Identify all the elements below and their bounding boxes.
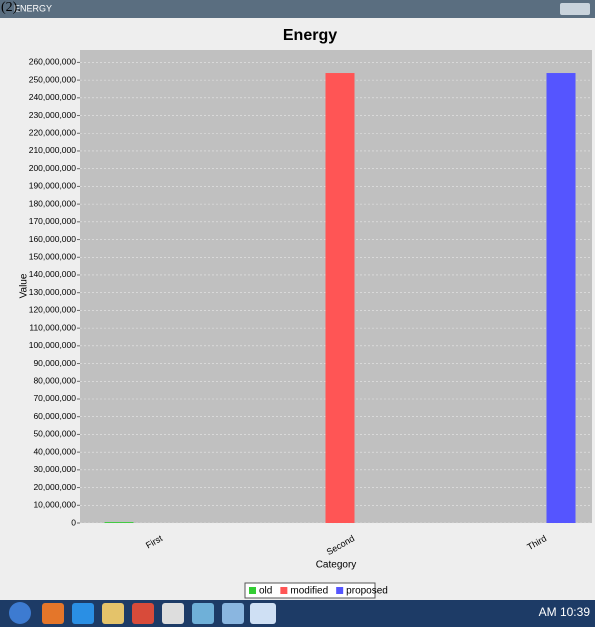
y-tick-label: 150,000,000 bbox=[29, 252, 77, 262]
y-axis-label: Value bbox=[19, 273, 30, 298]
y-tick-label: 130,000,000 bbox=[29, 287, 77, 297]
y-tick-label: 220,000,000 bbox=[29, 128, 77, 138]
y-tick-label: 10,000,000 bbox=[33, 500, 76, 510]
y-tick-label: 0 bbox=[71, 517, 76, 527]
bar bbox=[325, 73, 355, 523]
y-tick-label: 110,000,000 bbox=[29, 322, 76, 332]
y-tick-label: 50,000,000 bbox=[33, 429, 76, 439]
y-tick-label: 200,000,000 bbox=[29, 163, 77, 173]
title-bar bbox=[0, 0, 595, 18]
y-tick-label: 120,000,000 bbox=[29, 305, 77, 315]
x-axis-label: Category bbox=[316, 560, 357, 571]
taskbar-icon[interactable] bbox=[72, 603, 94, 624]
y-tick-label: 170,000,000 bbox=[29, 216, 77, 226]
y-tick-label: 30,000,000 bbox=[33, 464, 76, 474]
y-tick-label: 160,000,000 bbox=[29, 234, 77, 244]
bar bbox=[546, 73, 576, 523]
y-tick-label: 40,000,000 bbox=[33, 446, 76, 456]
chart-title: Energy bbox=[283, 27, 337, 44]
window-title: ENERGY bbox=[14, 3, 52, 13]
y-tick-label: 20,000,000 bbox=[33, 482, 76, 492]
chart: 0 10,000,000 20,000,000 30,000,000 40,000,00… bbox=[29, 57, 592, 557]
taskbar-icon[interactable] bbox=[222, 603, 244, 624]
window-controls[interactable] bbox=[560, 3, 590, 15]
y-tick-label: 240,000,000 bbox=[29, 92, 77, 102]
taskbar-icon[interactable] bbox=[132, 603, 154, 624]
y-tick-label: 260,000,000 bbox=[29, 57, 77, 67]
y-tick-label: 140,000,000 bbox=[29, 269, 77, 279]
taskbar-icon[interactable] bbox=[42, 603, 64, 624]
y-tick-label: 70,000,000 bbox=[33, 393, 76, 403]
legend-label: proposed bbox=[346, 586, 388, 597]
legend-swatch bbox=[249, 587, 256, 594]
caption: (2). bbox=[1, 0, 21, 15]
legend-label: modified bbox=[290, 586, 328, 597]
taskbar bbox=[0, 600, 595, 627]
legend bbox=[244, 582, 376, 599]
legend-swatch bbox=[336, 587, 344, 594]
taskbar-icon[interactable] bbox=[102, 603, 124, 624]
legend-items: old modified proposed bbox=[249, 586, 388, 597]
bar bbox=[104, 522, 134, 523]
y-tick-label: 90,000,000 bbox=[33, 358, 76, 368]
y-tick-label: 210,000,000 bbox=[29, 145, 77, 155]
y-tick-label: 80,000,000 bbox=[33, 376, 76, 386]
taskbar-icon[interactable] bbox=[192, 603, 214, 624]
taskbar-icon[interactable] bbox=[250, 603, 276, 624]
y-tick-label: 230,000,000 bbox=[29, 110, 77, 120]
clock: AM 10:39 bbox=[539, 605, 591, 619]
legend-swatch bbox=[280, 587, 288, 594]
start-button[interactable] bbox=[9, 602, 31, 624]
y-tick-label: 250,000,000 bbox=[29, 74, 77, 84]
taskbar-icon[interactable] bbox=[162, 603, 184, 624]
y-tick-label: 100,000,000 bbox=[29, 340, 77, 350]
y-tick-label: 180,000,000 bbox=[29, 198, 77, 208]
y-tick-label: 190,000,000 bbox=[29, 181, 77, 191]
y-tick-label: 60,000,000 bbox=[33, 411, 76, 421]
legend-label: old bbox=[259, 586, 272, 597]
